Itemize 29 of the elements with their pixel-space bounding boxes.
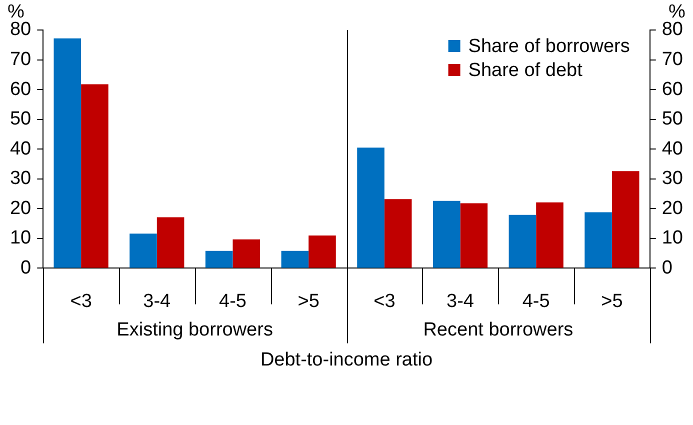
x-tick-label: 4-5 xyxy=(219,290,246,312)
y2-tick-label: 40 xyxy=(662,138,684,160)
y2-tick-label: 60 xyxy=(662,78,684,100)
x-tick-label: <3 xyxy=(374,290,396,312)
y2-tick-label: 20 xyxy=(662,198,684,219)
y-tick-label: 50 xyxy=(10,108,32,130)
y-tick-label: 40 xyxy=(10,138,32,160)
y2-tick-label: 30 xyxy=(662,168,684,190)
legend-label: Share of borrowers xyxy=(468,36,630,58)
y-tick-label: 60 xyxy=(10,78,32,100)
y2-tick-label: 70 xyxy=(662,49,684,70)
y2-tick-label: 0 xyxy=(662,257,672,278)
text: Recent borrowers xyxy=(423,319,574,340)
x-tick-label: 3-4 xyxy=(143,290,172,312)
x-tick-label: 3-4 xyxy=(446,290,474,312)
y2-tick-label: 10 xyxy=(662,228,684,249)
legend-label: Share of debt xyxy=(468,60,584,82)
y-tick-label: 0 xyxy=(20,257,32,278)
y2-tick-label: 50 xyxy=(662,108,684,130)
text: Existing borrowers xyxy=(116,319,273,340)
x-tick-label: >5 xyxy=(601,290,623,312)
y-tick-label: 20 xyxy=(10,198,32,219)
x-tick-label: 4-5 xyxy=(522,290,550,312)
x-tick-label: <3 xyxy=(70,290,92,312)
y-tick-label: 70 xyxy=(10,49,32,70)
y-tick-label: 30 xyxy=(10,168,32,190)
x-axis-title: Debt-to-income ratio xyxy=(260,349,433,370)
x-tick-label: >5 xyxy=(298,290,320,312)
y-tick-label: 10 xyxy=(10,228,32,249)
